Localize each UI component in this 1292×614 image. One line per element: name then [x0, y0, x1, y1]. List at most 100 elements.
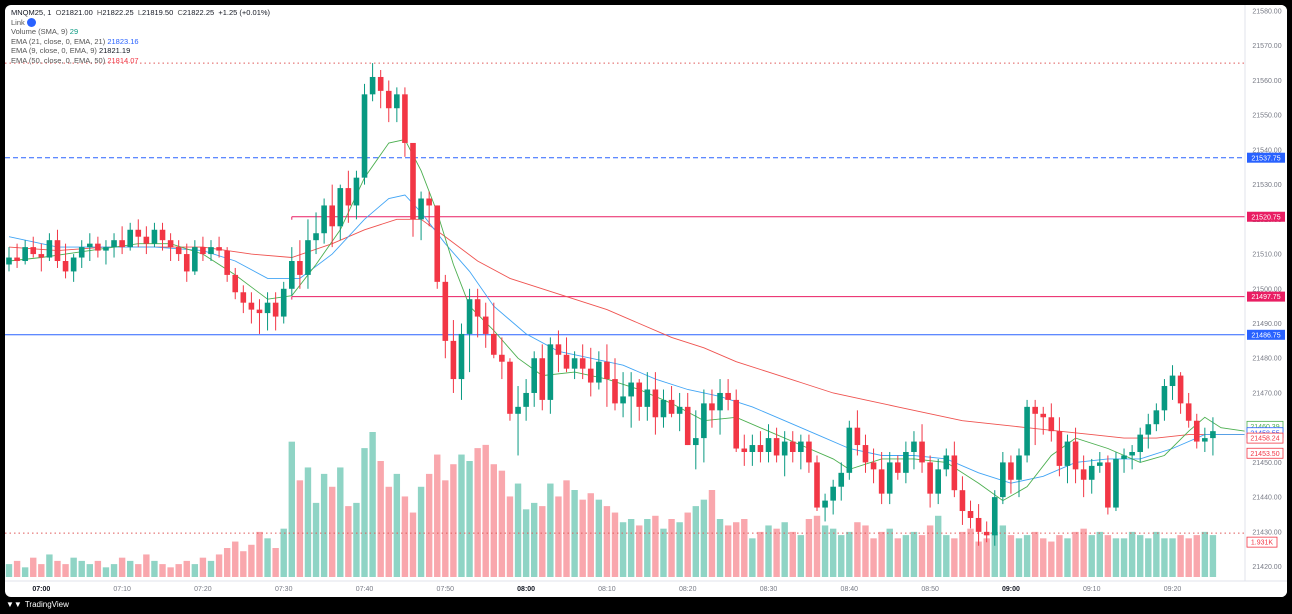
low-label: L	[137, 8, 142, 17]
volume-bar	[951, 538, 958, 577]
volume-bar	[846, 531, 853, 577]
low-value: 21819.50	[141, 8, 174, 17]
volume-tag	[1246, 536, 1278, 548]
volume-bar	[652, 515, 659, 577]
volume-bar	[1193, 535, 1200, 577]
indicator-value: 21821.19	[98, 46, 131, 56]
x-tick-label: 07:50	[437, 586, 455, 593]
price-level-tag	[1247, 211, 1285, 222]
candle-body	[46, 240, 53, 258]
chart-canvas[interactable]: 21420.0021430.0021440.0021450.0021460.00…	[5, 5, 1287, 597]
price-level-tag-label: 21537.75	[1251, 155, 1280, 162]
high-value: 21822.25	[102, 8, 134, 17]
y-tick-label: 21500.00	[1252, 286, 1281, 293]
y-tick-label: 21570.00	[1252, 43, 1281, 50]
y-tick-label: 21470.00	[1252, 390, 1281, 397]
volume-bar	[417, 486, 425, 577]
candle-body	[660, 399, 667, 418]
candle-body	[975, 517, 982, 532]
volume-bar	[724, 525, 732, 577]
candle-body	[862, 445, 869, 463]
volume-bar	[110, 564, 118, 577]
candle-body	[571, 358, 578, 369]
volume-bar	[442, 480, 449, 577]
candle-body	[733, 399, 739, 449]
open-label: O	[55, 8, 62, 17]
volume-bar	[207, 560, 215, 577]
volume-bar	[1128, 531, 1136, 577]
indicator-ema50[interactable]: EMA (50, close, 0, EMA, 50) 21814.07	[11, 56, 270, 66]
price-level-tag	[1247, 291, 1285, 302]
symbol-name[interactable]: MNQM25, 1	[11, 8, 52, 17]
candle-body	[878, 469, 885, 494]
volume-bar	[773, 528, 780, 577]
link-icon[interactable]	[26, 18, 36, 28]
candle-body	[377, 76, 384, 91]
volume-bar	[345, 506, 352, 577]
volume-bar	[733, 522, 740, 577]
volume-bar	[886, 528, 893, 577]
volume-bar	[547, 483, 554, 577]
candle-body	[499, 354, 505, 362]
candle-body	[967, 511, 974, 518]
tradingview-brand[interactable]: ▼▼ TradingView	[6, 600, 69, 609]
price-level-tag-label: 21497.75	[1251, 294, 1280, 301]
candle-body	[959, 490, 966, 512]
volume-bar	[199, 557, 207, 577]
candle-body	[515, 406, 521, 414]
candle-body	[329, 205, 335, 227]
candle-body	[482, 316, 489, 334]
volume-bar	[248, 544, 255, 577]
candle-body	[119, 240, 125, 248]
volume-bar	[5, 564, 13, 577]
indicator-ema9[interactable]: EMA (9, close, 0, EMA, 9) 21821.19	[11, 46, 270, 56]
candle-body	[224, 250, 230, 275]
volume-bar	[143, 554, 150, 577]
candle-body	[507, 361, 513, 414]
candle-body	[192, 247, 198, 272]
candle-body	[200, 247, 206, 255]
candle-body	[741, 448, 748, 452]
volume-bar	[595, 499, 603, 577]
volume-bar	[676, 522, 683, 577]
indicator-ema21[interactable]: EMA (21, close, 0, EMA, 21) 21823.16	[11, 37, 270, 47]
candle-body	[725, 392, 731, 400]
candle-body	[789, 441, 796, 452]
candle-body	[951, 455, 958, 491]
candle-body	[240, 292, 247, 303]
indicator-label: EMA (50, close, 0, EMA, 50)	[11, 55, 106, 65]
x-tick-label: 08:40	[841, 586, 859, 593]
volume-bar	[571, 490, 578, 577]
volume-bar	[320, 473, 328, 577]
volume-bar	[813, 515, 821, 577]
candle-body	[1169, 375, 1176, 387]
indicator-volume[interactable]: Volume (SMA, 9) 29	[11, 27, 270, 37]
link-row[interactable]: Link	[11, 18, 270, 28]
candle-body	[1210, 431, 1216, 439]
candle-body	[1129, 451, 1135, 456]
candle-body	[264, 302, 271, 314]
candle-body	[895, 462, 901, 473]
candle-body	[232, 274, 239, 293]
volume-bar	[86, 564, 93, 577]
candle-body	[1000, 462, 1006, 498]
volume-bar	[870, 538, 877, 577]
candle-body	[1088, 465, 1095, 480]
volume-bar	[167, 567, 174, 577]
volume-bar	[1096, 531, 1103, 577]
candle-body	[814, 462, 820, 508]
candle-body	[385, 90, 392, 109]
volume-bar	[264, 538, 271, 577]
candle-body	[709, 403, 715, 411]
volume-bar	[280, 528, 287, 577]
price-level-tag-label: 21520.75	[1251, 214, 1280, 221]
candle-body	[1008, 462, 1014, 480]
candle-body	[693, 438, 699, 446]
close-value: 21822.25	[182, 8, 215, 17]
volume-bar	[1153, 531, 1160, 577]
candle-body	[289, 261, 295, 289]
candle-body	[313, 233, 319, 241]
volume-bar	[603, 506, 611, 577]
candle-body	[701, 403, 707, 439]
volume-bar	[466, 461, 473, 577]
